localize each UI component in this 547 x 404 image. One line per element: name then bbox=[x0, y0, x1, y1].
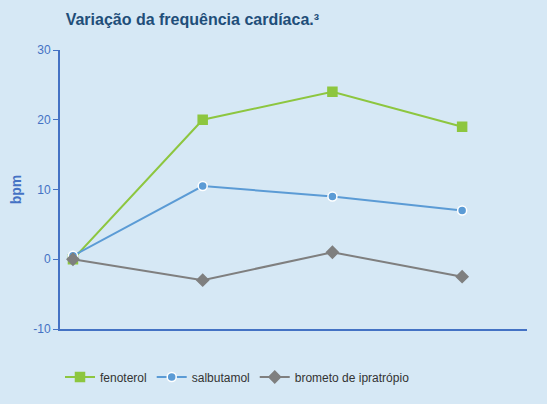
svg-text:0: 0 bbox=[44, 252, 51, 266]
svg-text:brometo de ipratrópio: brometo de ipratrópio bbox=[295, 371, 409, 385]
svg-text:10: 10 bbox=[37, 183, 51, 197]
svg-text:20: 20 bbox=[37, 113, 51, 127]
svg-text:salbutamol: salbutamol bbox=[192, 371, 250, 385]
svg-text:30: 30 bbox=[37, 43, 51, 57]
svg-text:Variação da frequência cardíac: Variação da frequência cardíaca.³ bbox=[66, 11, 319, 28]
svg-text:-10: -10 bbox=[33, 322, 51, 336]
svg-text:bpm: bpm bbox=[8, 175, 24, 205]
svg-text:fenoterol: fenoterol bbox=[100, 371, 147, 385]
